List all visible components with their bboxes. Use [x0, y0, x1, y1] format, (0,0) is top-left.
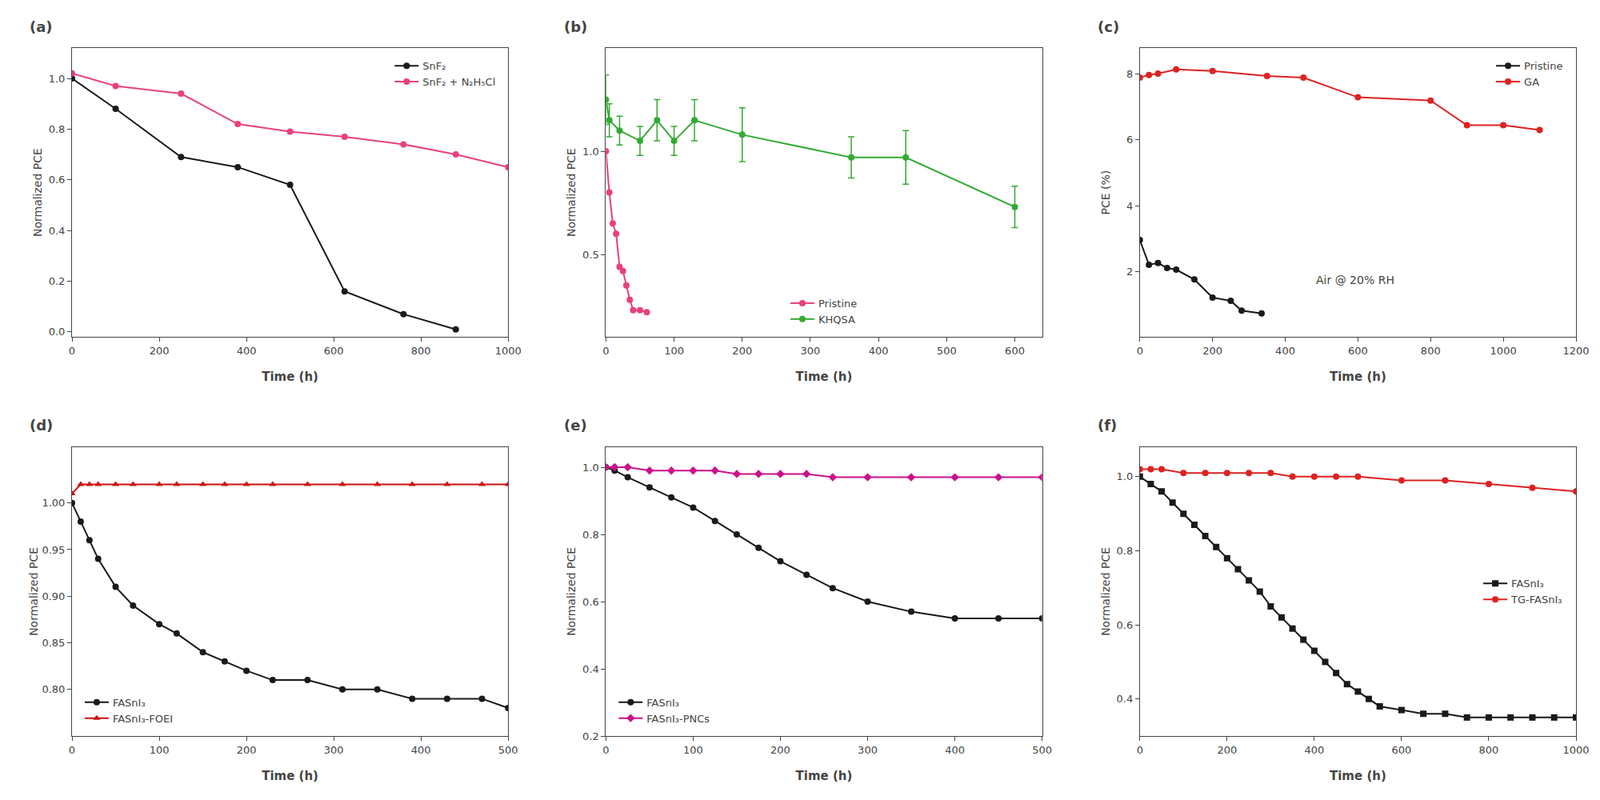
svg-text:0.6: 0.6 — [48, 173, 66, 186]
svg-text:0.95: 0.95 — [41, 544, 65, 556]
svg-text:(e): (e) — [564, 416, 588, 434]
svg-text:Time (h): Time (h) — [261, 768, 319, 784]
svg-text:1000: 1000 — [1490, 344, 1517, 357]
svg-text:400: 400 — [1275, 344, 1296, 357]
svg-text:(c): (c) — [1097, 18, 1120, 36]
svg-text:0: 0 — [1136, 744, 1144, 756]
svg-text:4: 4 — [1126, 200, 1133, 212]
svg-text:0.8: 0.8 — [582, 528, 600, 541]
svg-text:0.4: 0.4 — [48, 224, 66, 237]
svg-text:100: 100 — [149, 744, 170, 756]
svg-text:200: 200 — [149, 344, 170, 357]
svg-text:400: 400 — [868, 344, 889, 357]
svg-text:(f): (f) — [1097, 416, 1117, 434]
svg-text:0.80: 0.80 — [41, 683, 65, 696]
svg-text:Time (h): Time (h) — [1329, 768, 1387, 784]
svg-text:8: 8 — [1126, 68, 1133, 80]
svg-text:0.8: 0.8 — [48, 123, 66, 136]
svg-text:200: 200 — [1202, 344, 1223, 357]
svg-text:500: 500 — [936, 344, 957, 357]
svg-text:0.5: 0.5 — [582, 248, 600, 261]
svg-text:1.0: 1.0 — [582, 461, 600, 474]
svg-text:200: 200 — [770, 744, 791, 756]
svg-text:KHQSA: KHQSA — [818, 313, 856, 326]
svg-text:0.4: 0.4 — [1116, 692, 1134, 705]
svg-text:200: 200 — [1216, 744, 1237, 756]
svg-text:300: 300 — [324, 744, 344, 756]
svg-text:400: 400 — [236, 344, 257, 357]
svg-text:300: 300 — [800, 344, 821, 357]
svg-text:Time (h): Time (h) — [796, 768, 853, 784]
svg-text:1.00: 1.00 — [41, 496, 65, 509]
svg-text:1.0: 1.0 — [1116, 470, 1134, 483]
svg-text:0.0: 0.0 — [48, 325, 66, 338]
svg-text:Normalized PCE: Normalized PCE — [564, 547, 578, 636]
svg-text:PCE (%): PCE (%) — [1099, 170, 1112, 216]
svg-text:0.2: 0.2 — [48, 275, 66, 288]
svg-text:FASnI₃-FOEI: FASnI₃-FOEI — [112, 712, 173, 725]
svg-text:200: 200 — [732, 344, 752, 357]
svg-text:0.2: 0.2 — [582, 730, 600, 743]
svg-text:1000: 1000 — [495, 344, 522, 357]
svg-text:Pristine: Pristine — [818, 297, 857, 310]
svg-text:0: 0 — [602, 344, 609, 357]
svg-text:0.85: 0.85 — [41, 636, 65, 649]
svg-text:Normalized PCE: Normalized PCE — [1099, 547, 1112, 636]
svg-text:0: 0 — [1136, 344, 1144, 357]
svg-text:1.0: 1.0 — [582, 145, 600, 158]
svg-text:Pristine: Pristine — [1524, 60, 1563, 72]
svg-text:0.90: 0.90 — [41, 590, 65, 603]
svg-text:400: 400 — [944, 744, 965, 756]
svg-text:Air @ 20% RH: Air @ 20% RH — [1316, 273, 1395, 287]
svg-text:6: 6 — [1126, 133, 1133, 146]
svg-text:0: 0 — [602, 744, 609, 756]
svg-text:Time (h): Time (h) — [261, 369, 319, 384]
svg-text:Normalized PCE: Normalized PCE — [31, 148, 44, 237]
svg-text:1.0: 1.0 — [48, 72, 66, 85]
svg-text:(d): (d) — [29, 416, 53, 434]
svg-text:300: 300 — [857, 744, 878, 756]
svg-text:600: 600 — [1392, 744, 1412, 756]
svg-text:(a): (a) — [29, 18, 53, 36]
svg-text:600: 600 — [1004, 344, 1025, 357]
svg-text:0: 0 — [68, 344, 76, 357]
svg-text:GA: GA — [1524, 76, 1540, 88]
svg-text:400: 400 — [1304, 744, 1324, 756]
svg-text:Time (h): Time (h) — [1329, 369, 1387, 384]
svg-text:Normalized PCE: Normalized PCE — [564, 148, 578, 237]
svg-text:0.8: 0.8 — [1116, 544, 1134, 557]
svg-text:SnF₂ + N₂H₅Cl: SnF₂ + N₂H₅Cl — [422, 76, 496, 88]
svg-text:200: 200 — [236, 744, 257, 756]
svg-text:100: 100 — [664, 344, 684, 357]
svg-text:SnF₂: SnF₂ — [422, 60, 446, 72]
svg-text:Time (h): Time (h) — [796, 369, 853, 384]
svg-text:0: 0 — [68, 744, 76, 756]
svg-text:Normalized PCE: Normalized PCE — [27, 547, 40, 636]
svg-text:(b): (b) — [564, 18, 588, 36]
svg-text:FASnI₃-PNCs: FASnI₃-PNCs — [646, 712, 710, 725]
svg-text:800: 800 — [411, 344, 432, 357]
svg-text:0.6: 0.6 — [582, 596, 600, 608]
svg-text:500: 500 — [1032, 744, 1052, 756]
svg-text:0.6: 0.6 — [1116, 619, 1134, 632]
svg-text:FASnI₃: FASnI₃ — [646, 696, 680, 709]
svg-text:FASnI₃: FASnI₃ — [112, 696, 146, 709]
svg-text:FASnI₃: FASnI₃ — [1511, 577, 1544, 590]
svg-text:1000: 1000 — [1562, 744, 1589, 756]
svg-text:500: 500 — [498, 744, 519, 756]
svg-text:TG-FASnI₃: TG-FASnI₃ — [1510, 593, 1562, 606]
svg-text:400: 400 — [411, 744, 432, 756]
svg-text:1200: 1200 — [1562, 344, 1589, 357]
svg-text:800: 800 — [1479, 744, 1500, 756]
svg-text:800: 800 — [1420, 344, 1441, 357]
svg-text:2: 2 — [1126, 265, 1133, 278]
svg-text:600: 600 — [1348, 344, 1368, 357]
svg-text:100: 100 — [683, 744, 704, 756]
svg-text:0.4: 0.4 — [582, 663, 600, 676]
svg-text:600: 600 — [324, 344, 344, 357]
